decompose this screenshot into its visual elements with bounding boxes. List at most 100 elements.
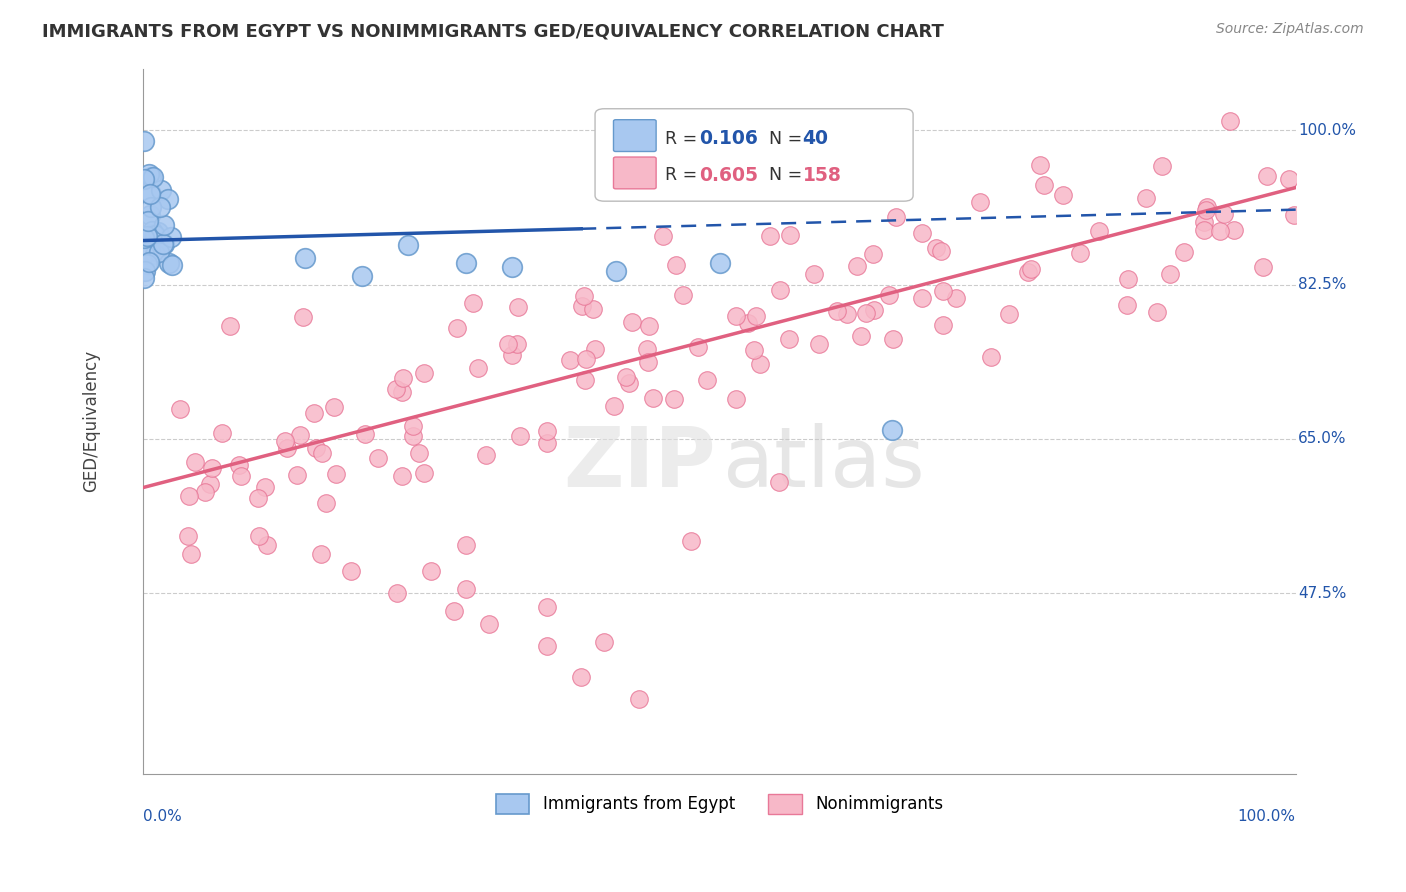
- Point: [681, 534, 703, 549]
- Point: [1146, 305, 1168, 319]
- Point: [305, 441, 328, 455]
- Point: [863, 303, 886, 318]
- Point: [837, 307, 859, 321]
- Text: ZIP: ZIP: [564, 423, 716, 504]
- Point: [931, 244, 953, 258]
- Text: R =: R =: [665, 166, 703, 185]
- Point: [1251, 260, 1274, 275]
- Point: [778, 332, 800, 346]
- Point: [643, 391, 665, 405]
- Point: [149, 183, 172, 197]
- Point: [139, 187, 162, 202]
- Point: [605, 264, 627, 278]
- Point: [725, 392, 748, 406]
- Point: [391, 384, 413, 399]
- Point: [467, 361, 489, 376]
- Point: [637, 319, 659, 334]
- Point: [148, 244, 170, 259]
- Point: [603, 399, 626, 413]
- Point: [276, 441, 298, 455]
- Point: [132, 231, 155, 245]
- Point: [627, 692, 650, 706]
- Point: [1069, 246, 1091, 260]
- Point: [506, 336, 529, 351]
- Point: [367, 451, 389, 466]
- Point: [932, 318, 955, 333]
- Point: [141, 224, 163, 238]
- Point: [201, 461, 224, 475]
- Point: [291, 310, 314, 325]
- Point: [969, 195, 991, 210]
- Text: 47.5%: 47.5%: [1298, 586, 1347, 601]
- Point: [980, 350, 1002, 364]
- Point: [662, 392, 685, 407]
- Point: [672, 288, 695, 302]
- Point: [911, 291, 934, 305]
- Point: [135, 257, 157, 271]
- Point: [1019, 262, 1042, 277]
- Text: N =: N =: [769, 166, 808, 185]
- Point: [132, 271, 155, 285]
- Point: [1219, 114, 1241, 128]
- Text: 158: 158: [803, 166, 841, 185]
- Point: [583, 342, 606, 356]
- Point: [1173, 245, 1195, 260]
- Point: [509, 429, 531, 443]
- Point: [446, 321, 468, 335]
- Point: [709, 255, 731, 269]
- Point: [454, 255, 477, 269]
- Point: [1192, 215, 1215, 229]
- FancyBboxPatch shape: [613, 157, 657, 189]
- Point: [1087, 224, 1109, 238]
- Point: [536, 639, 558, 653]
- Point: [211, 426, 233, 441]
- Point: [142, 169, 165, 184]
- Text: 0.106: 0.106: [699, 129, 758, 148]
- Point: [779, 228, 801, 243]
- Point: [153, 236, 176, 251]
- Point: [998, 307, 1021, 321]
- Point: [617, 376, 640, 390]
- Point: [1159, 267, 1181, 281]
- Point: [139, 209, 162, 223]
- Point: [745, 309, 768, 323]
- Point: [474, 448, 496, 462]
- Point: [254, 480, 277, 494]
- Point: [478, 617, 501, 632]
- Point: [256, 538, 278, 552]
- Point: [616, 369, 638, 384]
- Point: [851, 329, 873, 343]
- Point: [769, 283, 792, 297]
- Point: [183, 454, 205, 468]
- Point: [302, 407, 325, 421]
- Point: [1195, 203, 1218, 218]
- Point: [274, 434, 297, 449]
- Point: [1197, 200, 1219, 214]
- Point: [1223, 223, 1246, 237]
- Point: [882, 423, 904, 437]
- Point: [325, 467, 347, 481]
- Point: [501, 260, 523, 274]
- Point: [742, 343, 765, 357]
- Point: [322, 401, 344, 415]
- Point: [575, 351, 598, 366]
- Point: [135, 229, 157, 244]
- Point: [501, 348, 523, 362]
- Point: [931, 285, 953, 299]
- Point: [134, 172, 156, 186]
- Point: [879, 288, 901, 302]
- Point: [132, 134, 155, 148]
- Point: [247, 491, 270, 505]
- Point: [536, 599, 558, 614]
- Point: [160, 258, 183, 272]
- Point: [808, 337, 831, 351]
- Point: [637, 355, 659, 369]
- Point: [194, 484, 217, 499]
- Point: [737, 316, 759, 330]
- Text: 82.5%: 82.5%: [1298, 277, 1347, 292]
- Text: 0.605: 0.605: [699, 166, 758, 185]
- Point: [496, 337, 519, 351]
- Point: [855, 306, 877, 320]
- Text: 100.0%: 100.0%: [1237, 809, 1296, 824]
- Point: [219, 318, 242, 333]
